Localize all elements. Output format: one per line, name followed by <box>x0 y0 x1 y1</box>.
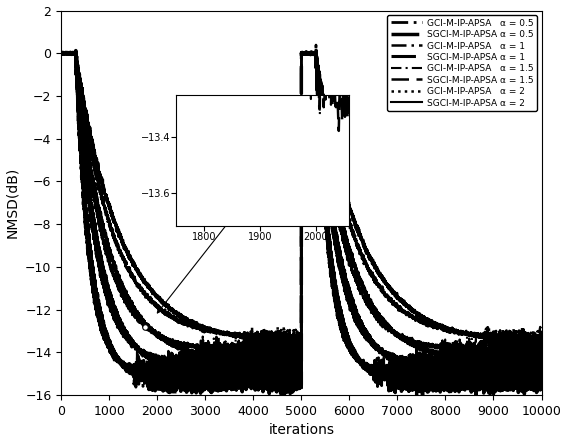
Y-axis label: NMSD(dB): NMSD(dB) <box>6 167 19 238</box>
Legend: GCI-M-IP-APSA   α = 0.5, SGCI-M-IP-APSA α = 0.5, GCI-M-IP-APSA   α = 1, SGCI-M-I: GCI-M-IP-APSA α = 0.5, SGCI-M-IP-APSA α … <box>387 15 537 111</box>
X-axis label: iterations: iterations <box>268 424 335 437</box>
